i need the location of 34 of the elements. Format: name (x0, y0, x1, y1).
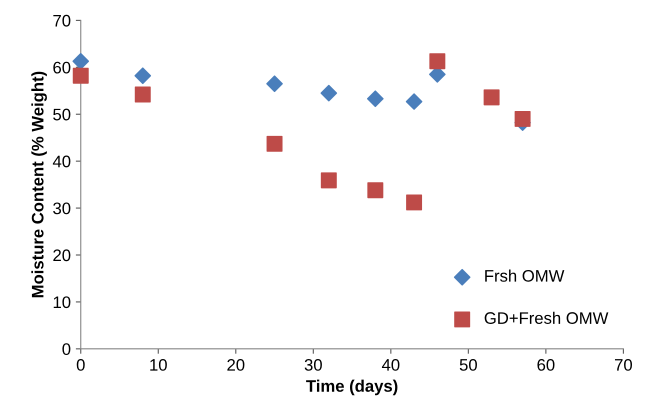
point (367, 90, 384, 108)
x-axis-title: Time (days) (306, 380, 398, 396)
legend-label: Frsh OMW (485, 270, 564, 282)
y-tick-label: 0 (62, 343, 70, 356)
point (134, 67, 152, 84)
point (266, 136, 283, 152)
x-tick-label: 30 (304, 359, 322, 371)
point (484, 89, 500, 106)
y-tick-label: 10 (54, 296, 70, 308)
y-axis-title: Moisture Content (% Weight) (31, 72, 47, 298)
point (320, 84, 338, 102)
y-tick-label: 70 (53, 14, 70, 27)
point (266, 75, 283, 92)
y-tick-label: 30 (53, 202, 70, 214)
x-tick-label: 50 (460, 359, 477, 371)
point (320, 172, 337, 188)
y-tick-label: 40 (52, 156, 70, 168)
point (367, 182, 384, 198)
point (429, 53, 446, 70)
point (406, 194, 422, 210)
point (406, 93, 422, 110)
y-tick-label: 60 (53, 62, 70, 74)
x-tick-label: 60 (537, 359, 554, 371)
x-tick-label: 70 (614, 359, 632, 371)
x-tick-label: 20 (227, 359, 244, 371)
y-tick-label: 20 (53, 249, 70, 262)
point (72, 68, 89, 84)
legend-label: GD+Fresh OMW (484, 312, 608, 324)
point (72, 52, 90, 70)
x-tick-label: 40 (382, 359, 400, 371)
y-tick-label: 50 (53, 108, 70, 120)
point (134, 86, 151, 103)
x-tick-label: 10 (150, 359, 167, 371)
x-tick-label: 0 (76, 359, 85, 371)
